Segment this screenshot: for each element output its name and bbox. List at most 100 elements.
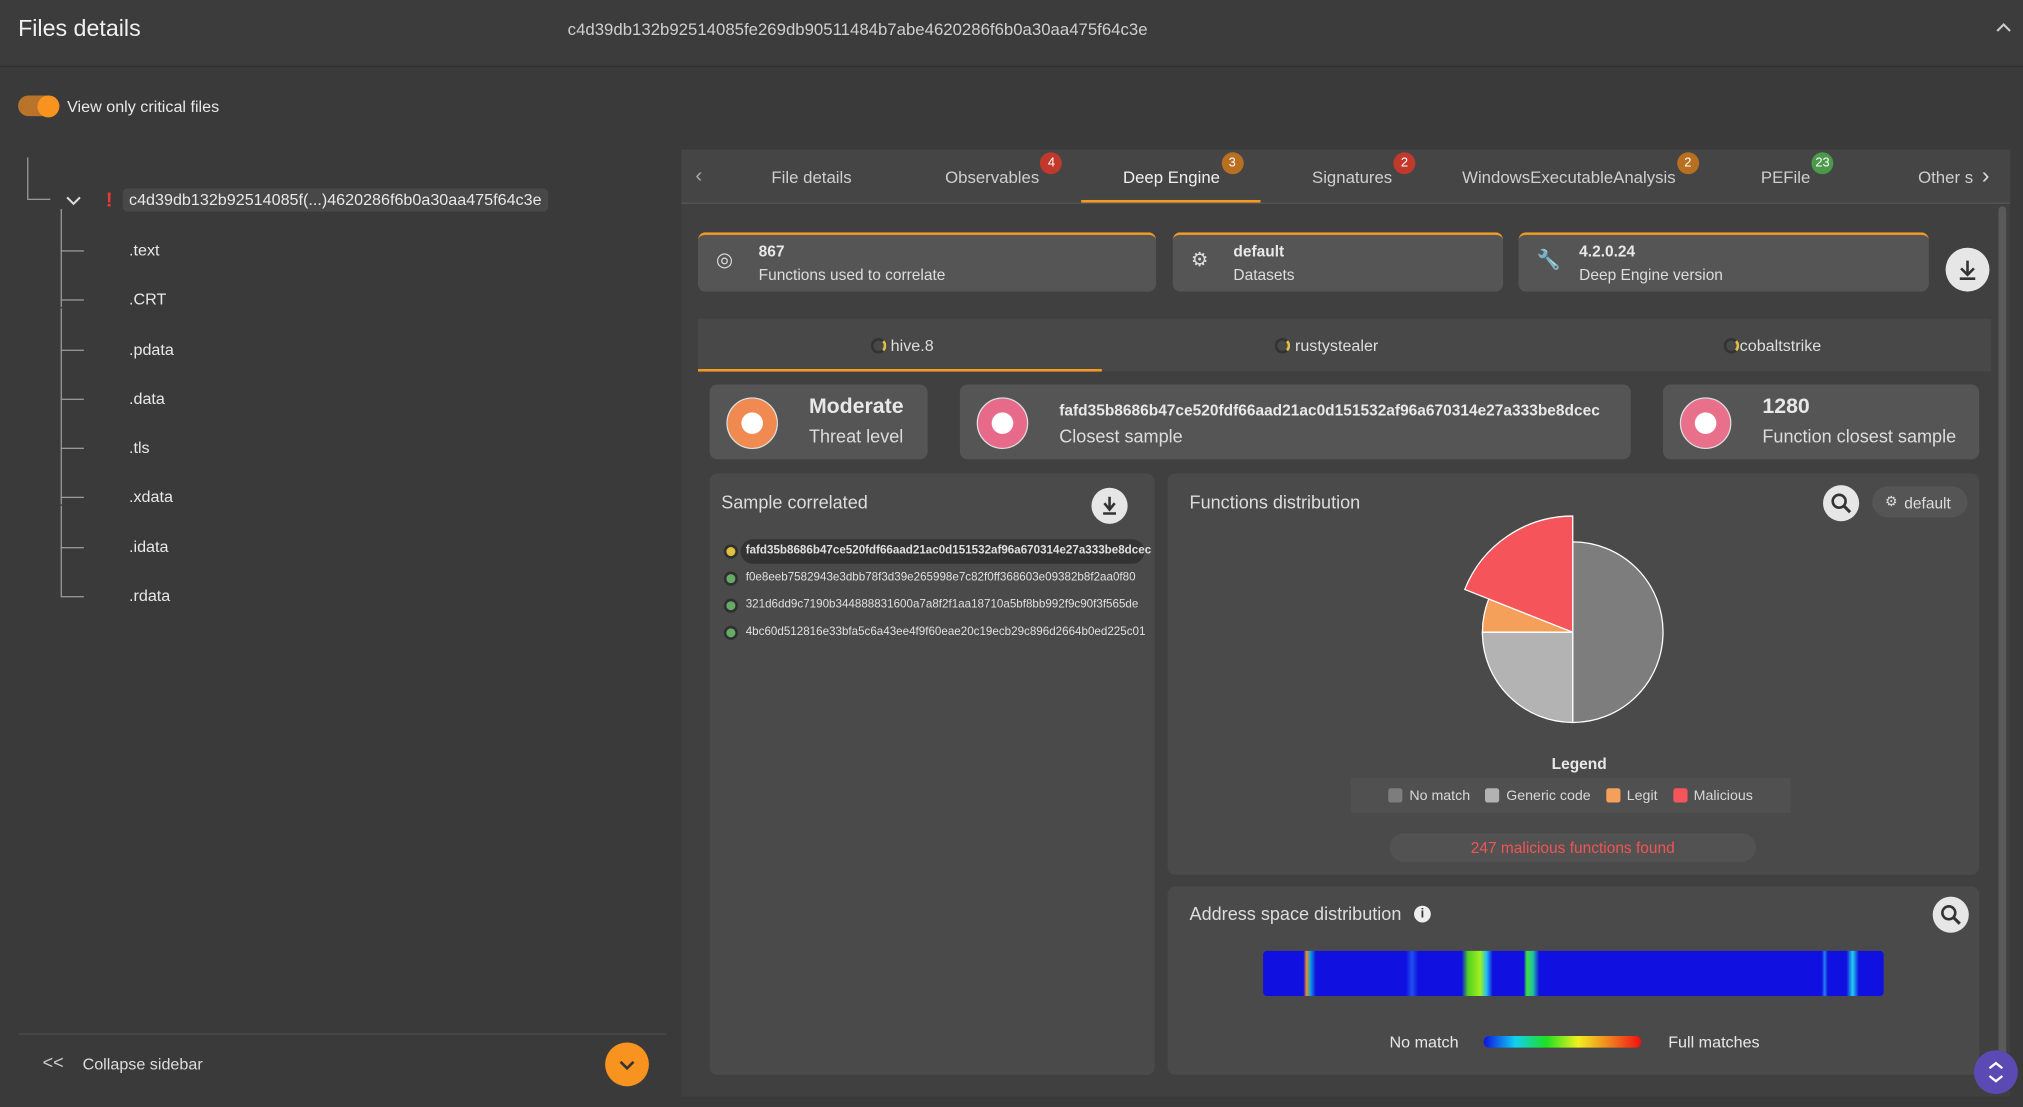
tree-line	[60, 554, 62, 597]
address-title: Address space distribution	[1189, 903, 1402, 924]
info-icon[interactable]: i	[1414, 905, 1431, 923]
samples-panel	[709, 473, 1155, 1075]
sample-item[interactable]: 4bc60d512816e33bfa5c6a43ee4f9f60eae20c19…	[745, 624, 1146, 638]
legend-label: Legit	[1626, 787, 1658, 804]
tab[interactable]: File details	[771, 167, 852, 188]
legend-item[interactable]: Legit	[1606, 787, 1658, 804]
summary-icon	[1679, 397, 1732, 449]
tree-node[interactable]: .CRT	[129, 290, 167, 309]
tree-node[interactable]: .idata	[129, 538, 169, 557]
card-icon: 🔧	[1536, 249, 1561, 271]
tree-line	[60, 299, 84, 301]
tree-line	[60, 447, 84, 449]
sub-tab-icon	[1723, 338, 1740, 354]
sub-tab[interactable]: cobaltstrike	[1739, 336, 1822, 355]
scroll-button[interactable]	[605, 1042, 649, 1087]
critical-icon: !	[105, 189, 113, 212]
pie-slice	[1572, 541, 1664, 724]
tree-node[interactable]: .tls	[129, 438, 150, 457]
sub-tab[interactable]: rustystealer	[1294, 336, 1379, 355]
tree-node[interactable]: .pdata	[129, 340, 174, 359]
tab[interactable]: Observables	[945, 167, 1040, 188]
annotation-box	[1389, 833, 1756, 862]
sample-selected	[740, 539, 1145, 564]
tab-badge: 2	[1393, 152, 1416, 175]
tree-line	[27, 198, 51, 200]
color-scale	[1483, 1036, 1642, 1048]
tree-line	[60, 308, 62, 358]
card-label: Deep Engine version	[1579, 265, 1723, 284]
sample-item[interactable]: 321d6dd9c7190b344888831600a7a8f2f1aa1871…	[745, 597, 1139, 611]
tab[interactable]: PEFile	[1760, 167, 1811, 188]
sample-item[interactable]: f0e8eeb7582943e3dbb78f3d39e265998e7c82f0…	[745, 570, 1136, 584]
card-icon: ⚙	[1190, 249, 1209, 271]
tree-line	[60, 596, 84, 598]
tree-line	[60, 357, 62, 407]
legend-item[interactable]: No match	[1388, 788, 1470, 803]
expand-icon[interactable]	[66, 195, 81, 208]
summary-label: Function closest sample	[1762, 425, 1957, 447]
tree-line	[60, 349, 84, 351]
summary-label: Closest sample	[1059, 425, 1183, 447]
chart-title: Functions distribution	[1189, 491, 1361, 513]
zoom-button[interactable]	[1823, 485, 1860, 522]
samples-title: Sample correlated	[721, 491, 868, 513]
summary-card	[959, 384, 1631, 460]
card-value: default	[1233, 242, 1285, 261]
legend-swatch	[1606, 788, 1621, 803]
legend-title: Legend	[1551, 754, 1607, 773]
summary-value: fafd35b8686b47ce520fdf66aad21ac0d151532a…	[1059, 401, 1600, 420]
tree-line	[60, 505, 62, 555]
tree-node[interactable]: .xdata	[129, 487, 173, 506]
tab[interactable]: Other s	[1918, 167, 1974, 188]
pie-slice	[1463, 515, 1574, 634]
tab-badge: 4	[1040, 152, 1063, 175]
tree-line	[60, 398, 84, 400]
sample-dot	[723, 598, 738, 613]
tab[interactable]: Signatures	[1312, 167, 1393, 188]
tree-node[interactable]: .rdata	[129, 587, 171, 606]
legend-label: Malicious	[1693, 787, 1753, 804]
tree-line	[60, 406, 62, 456]
legend-item[interactable]: Malicious	[1673, 788, 1753, 803]
sample-dot	[723, 544, 738, 559]
tree-line	[60, 547, 84, 549]
header	[0, 0, 2023, 68]
pie-chart	[1463, 515, 1664, 724]
toggle-label: View only critical files	[67, 98, 220, 117]
address-zoom[interactable]	[1932, 896, 1969, 933]
legend-item[interactable]: Generic code	[1485, 788, 1591, 803]
card-icon: ◎	[716, 249, 733, 271]
sample-item[interactable]: fafd35b8686b47ce520fdf66aad21ac0d151532a…	[745, 543, 1152, 557]
tree-line	[60, 455, 62, 505]
summary-icon	[976, 397, 1029, 449]
sample-dot	[723, 571, 738, 586]
tab[interactable]: WindowsExecutableAnalysis	[1462, 167, 1676, 188]
sub-tab[interactable]: hive.8	[890, 336, 934, 355]
sub-tab-bar	[697, 318, 1991, 372]
info-card	[1518, 232, 1929, 292]
dataset-chip[interactable]	[1872, 486, 1968, 518]
tree-node[interactable]: .data	[129, 389, 165, 408]
tree-line	[60, 209, 62, 259]
samples-download[interactable]	[1091, 487, 1128, 524]
pie-slice	[1481, 631, 1574, 724]
download-button[interactable]	[1945, 247, 1990, 292]
address-heatmap	[1263, 950, 1884, 997]
tree-root[interactable]: c4d39db132b92514085f(...)4620286f6b0a30a…	[122, 188, 549, 212]
tab[interactable]: Deep Engine	[1122, 167, 1220, 188]
summary-value: Moderate	[808, 394, 904, 419]
dataset-label: default	[1904, 494, 1951, 513]
collapse-header[interactable]	[1995, 19, 2013, 34]
page-title: Files details	[18, 15, 141, 42]
tree-node[interactable]: .text	[129, 241, 160, 260]
legend-swatch	[1485, 788, 1500, 803]
summary-icon	[726, 397, 778, 449]
tab-next[interactable]: ›	[1981, 162, 1990, 189]
tab-prev[interactable]: ‹	[695, 165, 703, 188]
collapse-sidebar[interactable]: Collapse sidebar	[82, 1055, 203, 1074]
fab[interactable]	[1973, 1050, 2018, 1095]
tree-line	[27, 157, 29, 199]
